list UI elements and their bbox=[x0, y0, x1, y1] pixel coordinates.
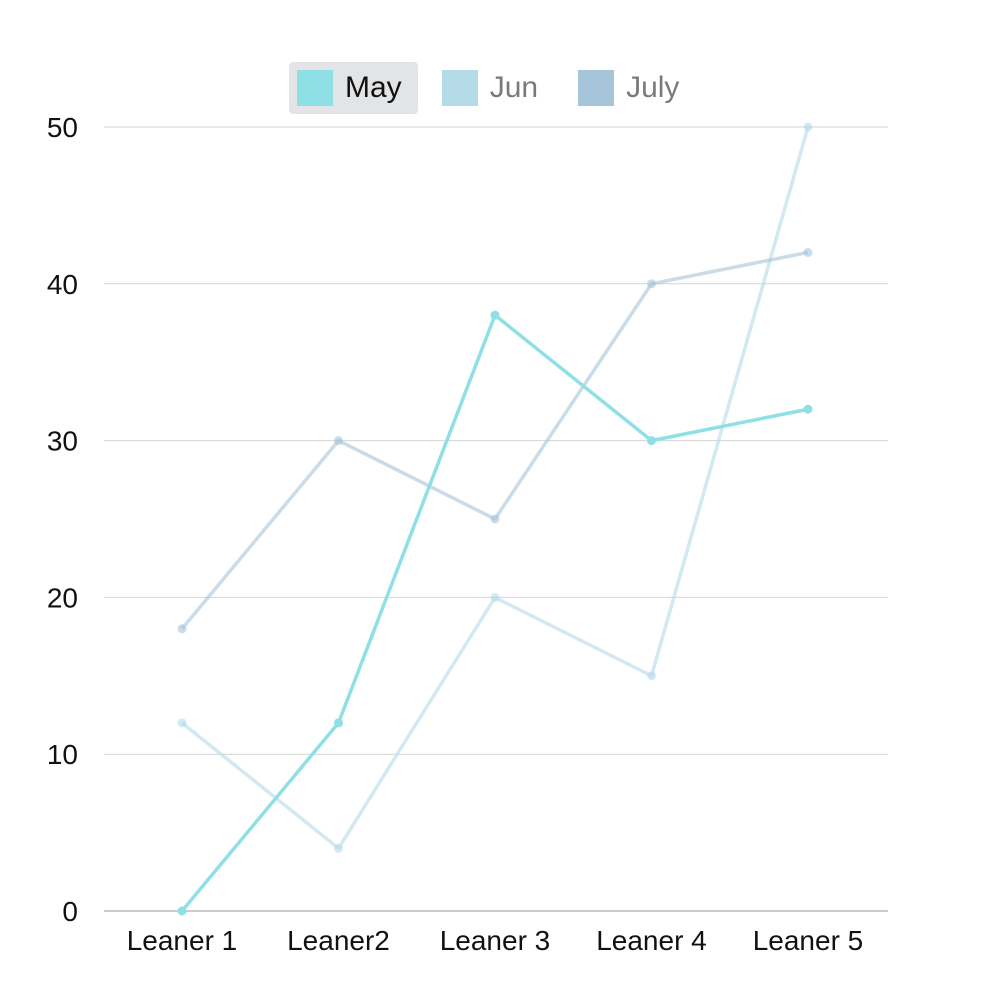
data-point-july bbox=[177, 624, 187, 634]
y-tick-label: 0 bbox=[62, 896, 78, 927]
y-tick-label: 20 bbox=[47, 582, 78, 613]
y-tick-label: 10 bbox=[47, 739, 78, 770]
data-point-may bbox=[803, 404, 813, 414]
data-point-jun bbox=[647, 671, 656, 681]
x-tick-label: Leaner 1 bbox=[127, 925, 238, 956]
data-point-may bbox=[334, 718, 343, 728]
legend-label: Jun bbox=[489, 71, 539, 104]
series-line-may bbox=[180, 313, 809, 913]
data-point-jun bbox=[490, 592, 500, 602]
data-point-july bbox=[803, 247, 813, 257]
x-tick-label: Leaner 5 bbox=[753, 925, 864, 956]
legend-label: May bbox=[345, 71, 402, 104]
data-point-jun bbox=[177, 718, 187, 728]
data-point-jun bbox=[334, 843, 343, 853]
data-point-may bbox=[177, 906, 187, 916]
series-line-jun bbox=[180, 126, 810, 851]
legend-swatch bbox=[578, 70, 615, 106]
legend-item-may[interactable]: May bbox=[289, 62, 418, 114]
legend-item-july[interactable]: July bbox=[570, 62, 695, 114]
data-point-july bbox=[490, 514, 500, 524]
data-point-july bbox=[647, 279, 656, 289]
legend-label: July bbox=[626, 71, 680, 104]
x-tick-label: Leaner 3 bbox=[440, 925, 551, 956]
x-tick-label: Leaner2 bbox=[287, 925, 390, 956]
data-point-july bbox=[334, 436, 343, 446]
data-point-may bbox=[490, 310, 500, 320]
data-point-jun bbox=[803, 122, 813, 132]
chart-legend: May Jun July bbox=[289, 62, 695, 114]
legend-item-jun[interactable]: Jun bbox=[434, 62, 554, 114]
x-tick-label: Leaner 4 bbox=[596, 925, 707, 956]
y-tick-label: 50 bbox=[47, 112, 78, 143]
y-tick-label: 30 bbox=[47, 426, 78, 457]
legend-swatch bbox=[297, 70, 333, 106]
legend-swatch bbox=[441, 70, 478, 106]
data-point-may bbox=[647, 436, 656, 446]
y-tick-label: 40 bbox=[47, 269, 78, 300]
